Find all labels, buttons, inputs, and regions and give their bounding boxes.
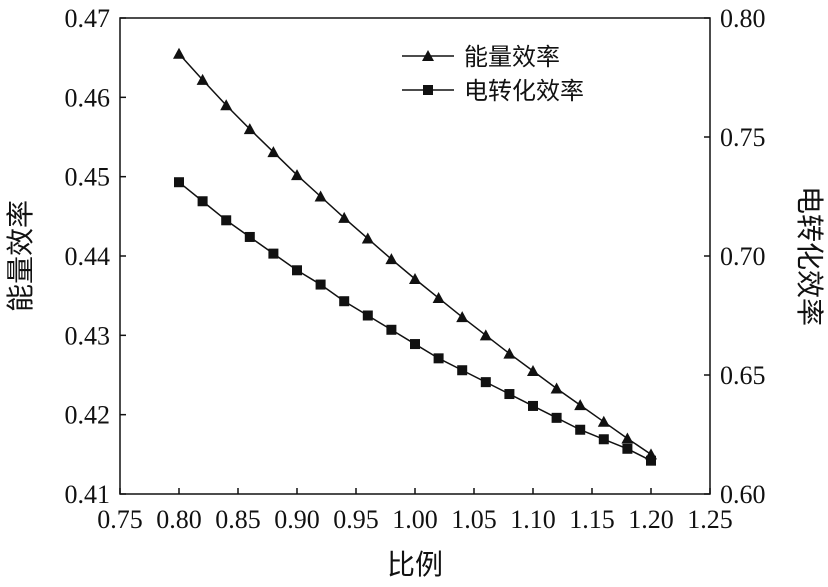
data-point-square (244, 231, 255, 242)
right-y-tick-label: 0.65 (720, 361, 766, 390)
data-point-triangle (574, 399, 587, 411)
series-line (178, 53, 652, 455)
legend-marker-square (423, 85, 433, 95)
right-y-tick-label: 0.75 (720, 123, 766, 152)
data-point-square (433, 353, 444, 364)
x-tick-label: 1.10 (510, 505, 556, 534)
data-point-triangle (432, 292, 445, 304)
x-axis-title: 比例 (387, 548, 443, 581)
left-y-tick-label: 0.47 (65, 4, 111, 33)
series-layer (173, 47, 657, 466)
data-point-triangle (267, 146, 280, 158)
data-point-square (292, 265, 302, 276)
data-point-square (480, 377, 491, 388)
series-line (178, 181, 652, 462)
data-point-square (315, 279, 326, 290)
data-point-triangle (527, 365, 539, 377)
data-point-square (575, 424, 586, 435)
legend-entry: 电转化效率 (402, 77, 584, 105)
left-y-axis-ticks: 0.41 0.42 0.43 0.44 0.45 0.46 0.47 (65, 4, 126, 509)
x-tick-label: 1.00 (392, 505, 438, 534)
legend-marker-triangle (422, 50, 434, 61)
x-tick-label: 1.15 (569, 505, 615, 534)
right-y-axis-title: 电转化效率 (793, 186, 826, 326)
data-point-triangle (621, 432, 634, 444)
legend-label: 电转化效率 (464, 77, 584, 105)
x-tick-label: 1.05 (451, 505, 497, 534)
data-point-square (174, 177, 184, 188)
data-point-square (386, 324, 397, 335)
data-point-square (504, 389, 515, 400)
left-y-tick-label: 0.44 (65, 242, 111, 271)
data-point-triangle (385, 253, 398, 265)
x-axis-ticks: 0.75 0.80 0.85 0.90 0.95 1.00 1.05 1.10 1.15 1.20… (97, 488, 733, 534)
left-y-tick-label: 0.45 (65, 163, 111, 192)
right-y-tick-label: 0.60 (720, 480, 766, 509)
data-point-triangle (338, 211, 351, 223)
data-point-square (410, 339, 420, 350)
right-y-axis-ticks: 0.60 0.65 0.70 0.75 0.80 (704, 4, 766, 509)
x-tick-label: 0.85 (215, 505, 261, 534)
data-point-triangle (173, 47, 185, 59)
data-point-triangle (361, 232, 374, 244)
series-1 (173, 47, 657, 460)
x-tick-label: 0.95 (333, 505, 379, 534)
left-y-tick-label: 0.46 (65, 83, 111, 112)
x-tick-label: 1.20 (628, 505, 674, 534)
left-y-tick-label: 0.41 (65, 480, 111, 509)
data-point-square (457, 365, 468, 376)
data-point-square (362, 310, 373, 321)
data-point-square (197, 196, 208, 207)
right-y-tick-label: 0.80 (720, 4, 766, 33)
data-point-square (528, 400, 538, 411)
left-y-axis-title: 能量效率 (4, 200, 37, 312)
data-point-square (221, 215, 232, 226)
left-y-tick-label: 0.43 (65, 321, 111, 350)
left-y-tick-label: 0.42 (65, 401, 111, 430)
x-tick-label: 0.90 (274, 505, 320, 534)
x-tick-label: 1.25 (687, 505, 733, 534)
data-point-triangle (550, 382, 563, 394)
x-tick-label: 0.75 (97, 505, 143, 534)
data-point-triangle (479, 329, 492, 341)
data-point-triangle (196, 73, 209, 85)
data-point-triangle (597, 415, 610, 427)
data-point-triangle (456, 311, 469, 323)
series-2 (174, 177, 656, 466)
data-point-square (646, 455, 656, 466)
right-y-tick-label: 0.70 (720, 242, 766, 271)
legend-entry: 能量效率 (402, 43, 560, 71)
data-point-square (598, 434, 609, 445)
data-point-triangle (409, 273, 421, 285)
data-point-triangle (220, 99, 233, 111)
data-point-triangle (291, 169, 303, 181)
data-point-square (622, 443, 633, 454)
data-point-triangle (503, 347, 516, 359)
legend-label: 能量效率 (464, 43, 560, 71)
data-point-square (339, 296, 350, 307)
data-point-square (551, 412, 562, 423)
data-point-square (268, 248, 279, 259)
x-tick-label: 0.80 (156, 505, 202, 534)
data-point-triangle (243, 123, 256, 135)
data-point-triangle (314, 190, 327, 202)
